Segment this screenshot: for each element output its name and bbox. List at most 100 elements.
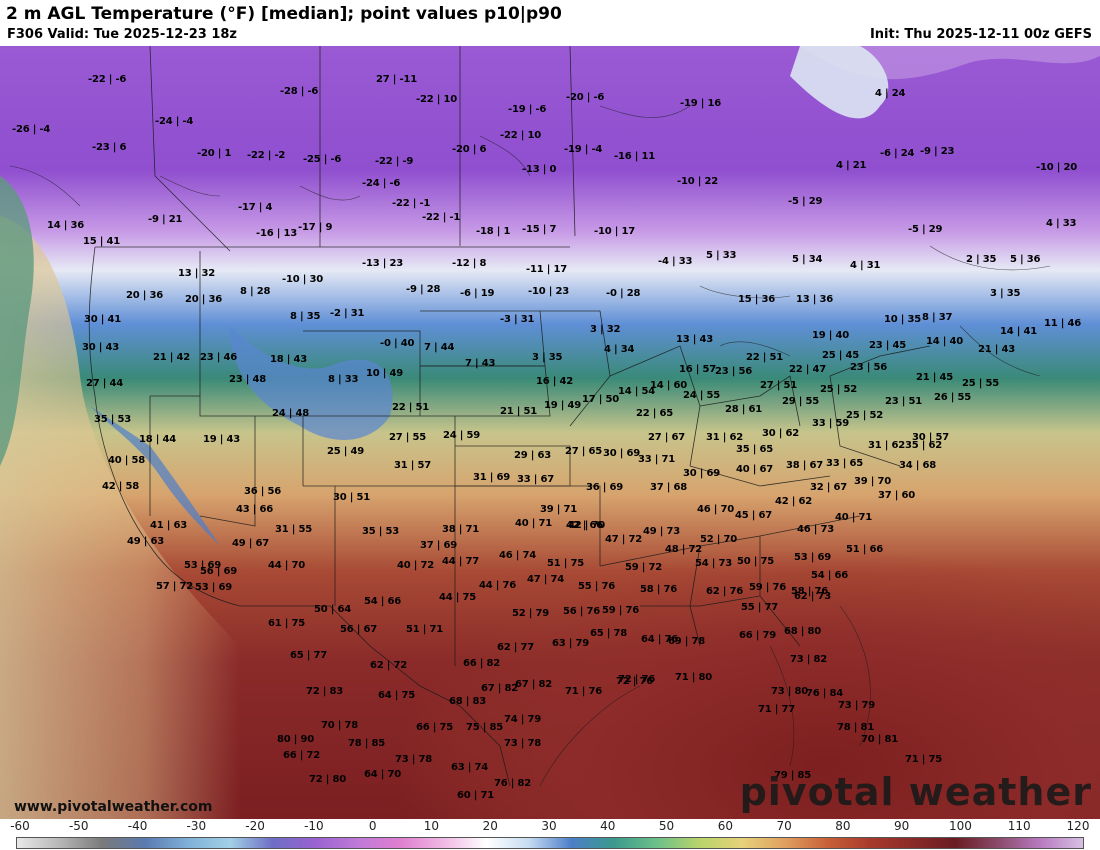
point-value-label: 37 | 69 [420, 540, 458, 551]
point-value-label: 10 | 35 [884, 314, 922, 325]
point-value-label: 53 | 69 [184, 560, 222, 571]
point-value-label: 71 | 75 [905, 754, 943, 765]
point-value-label: 71 | 80 [675, 672, 713, 683]
point-value-label: 30 | 62 [762, 428, 800, 439]
point-value-label: 73 | 78 [504, 738, 542, 749]
point-value-label: 34 | 68 [899, 460, 937, 471]
legend-tick-label: 110 [1007, 819, 1031, 833]
point-value-label: 62 | 73 [794, 591, 832, 602]
point-value-label: -26 | -4 [12, 124, 51, 135]
point-value-label: 8 | 37 [922, 312, 953, 323]
point-value-label: 23 | 48 [229, 374, 267, 385]
point-value-label: 42 | 70 [568, 520, 606, 531]
point-value-label: 42 | 62 [775, 496, 813, 507]
point-value-label: 36 | 69 [586, 482, 624, 493]
legend-tick-label: -10 [304, 819, 324, 833]
point-value-label: 44 | 77 [442, 556, 480, 567]
legend-tick-label: 60 [717, 819, 733, 833]
point-value-label: 46 | 70 [697, 504, 735, 515]
point-value-label: 5 | 36 [1010, 254, 1041, 265]
point-value-label: 27 | 65 [565, 446, 603, 457]
point-value-label: -22 | -1 [392, 198, 431, 209]
point-value-label: 25 | 52 [820, 384, 858, 395]
point-value-label: 27 | -11 [376, 74, 417, 85]
legend-colorbar [16, 837, 1084, 849]
point-value-label: -19 | 16 [680, 98, 721, 109]
point-value-label: -10 | 17 [594, 226, 635, 237]
point-value-label: 46 | 74 [499, 550, 537, 561]
point-value-label: 73 | 79 [838, 700, 876, 711]
point-value-label: 23 | 45 [869, 340, 907, 351]
point-value-label: 16 | 42 [536, 376, 574, 387]
point-value-label: 33 | 67 [517, 474, 555, 485]
point-value-label: 78 | 81 [837, 722, 875, 733]
point-value-label: -2 | 31 [330, 308, 365, 319]
point-value-label: 20 | 36 [185, 294, 223, 305]
point-value-label: 71 | 76 [565, 686, 603, 697]
point-value-label: 72 | 76 [616, 676, 654, 687]
point-value-label: 73 | 82 [790, 654, 828, 665]
point-value-label: 30 | 41 [84, 314, 122, 325]
point-value-label: 44 | 75 [439, 592, 477, 603]
map-title: 2 m AGL Temperature (°F) [median]; point… [6, 4, 562, 24]
point-value-label: 35 | 53 [362, 526, 400, 537]
point-value-label: 51 | 75 [547, 558, 585, 569]
point-value-label: 7 | 44 [424, 342, 455, 353]
point-value-label: -22 | -6 [88, 74, 127, 85]
color-legend: -60 -50 -40 -30 -20 -10 0 10 20 30 40 50 60 70 80 90 100… [0, 819, 1100, 850]
legend-tick-label: 50 [658, 819, 675, 833]
point-value-label: -9 | 28 [406, 284, 441, 295]
point-value-label: 13 | 32 [178, 268, 216, 279]
point-value-label: 2 | 35 [966, 254, 997, 265]
point-value-label: 78 | 85 [348, 738, 386, 749]
point-value-label: 61 | 75 [268, 618, 306, 629]
point-value-label: 66 | 75 [416, 722, 454, 733]
legend-tick-label: 80 [835, 819, 851, 833]
brand-watermark: pivotal weather [739, 770, 1092, 814]
point-value-label: 55 | 76 [578, 581, 616, 592]
legend-tick-label: -40 [127, 819, 148, 833]
legend-tick-label: 10 [423, 819, 440, 833]
point-value-label: 33 | 59 [812, 418, 850, 429]
point-value-label: 54 | 73 [695, 558, 733, 569]
point-value-label: 8 | 33 [328, 374, 359, 385]
point-value-label: -23 | 6 [92, 142, 127, 153]
point-value-label: -20 | 6 [452, 144, 487, 155]
point-value-label: 72 | 80 [309, 774, 347, 785]
legend-tick-label: 70 [776, 819, 792, 833]
point-value-label: -10 | 23 [528, 286, 569, 297]
point-value-label: 24 | 48 [272, 408, 310, 419]
point-value-label: 4 | 24 [875, 88, 906, 99]
point-value-label: 58 | 76 [640, 584, 678, 595]
point-value-label: 64 | 75 [378, 690, 416, 701]
point-value-label: -15 | 7 [522, 224, 557, 235]
point-value-label: 62 | 72 [370, 660, 408, 671]
point-value-label: 30 | 51 [333, 492, 371, 503]
point-value-label: 4 | 31 [850, 260, 881, 271]
legend-tick-label: 30 [541, 819, 557, 833]
point-value-label: 71 | 77 [758, 704, 796, 715]
point-value-label: -18 | 1 [476, 226, 511, 237]
point-value-label: 14 | 60 [650, 380, 688, 391]
legend-tick-label: 20 [482, 819, 498, 833]
point-value-label: 10 | 49 [366, 368, 404, 379]
point-value-label: 4 | 21 [836, 160, 867, 171]
point-value-label: 48 | 72 [665, 544, 703, 555]
point-value-label: 72 | 76 [618, 674, 656, 685]
map-header: 2 m AGL Temperature (°F) [median]; point… [0, 0, 1100, 46]
point-value-label: 66 | 82 [463, 658, 501, 669]
point-value-label: -5 | 29 [788, 196, 823, 207]
point-value-label: 27 | 51 [760, 380, 798, 391]
source-url-watermark[interactable]: www.pivotalweather.com [14, 799, 213, 815]
point-value-label: 26 | 55 [934, 392, 972, 403]
point-value-label: -22 | -1 [422, 212, 461, 223]
point-value-label: 32 | 67 [810, 482, 848, 493]
point-value-label: 56 | 69 [200, 566, 238, 577]
point-value-label: 64 | 76 [641, 634, 679, 645]
point-value-label: -17 | 4 [238, 202, 273, 213]
point-value-label: 11 | 46 [1044, 318, 1082, 329]
point-value-label: 68 | 83 [449, 696, 487, 707]
point-value-label: 14 | 36 [47, 220, 85, 231]
point-value-label: -12 | 8 [452, 258, 487, 269]
valid-time-label: F306 Valid: Tue 2025-12-23 18z [7, 27, 237, 42]
